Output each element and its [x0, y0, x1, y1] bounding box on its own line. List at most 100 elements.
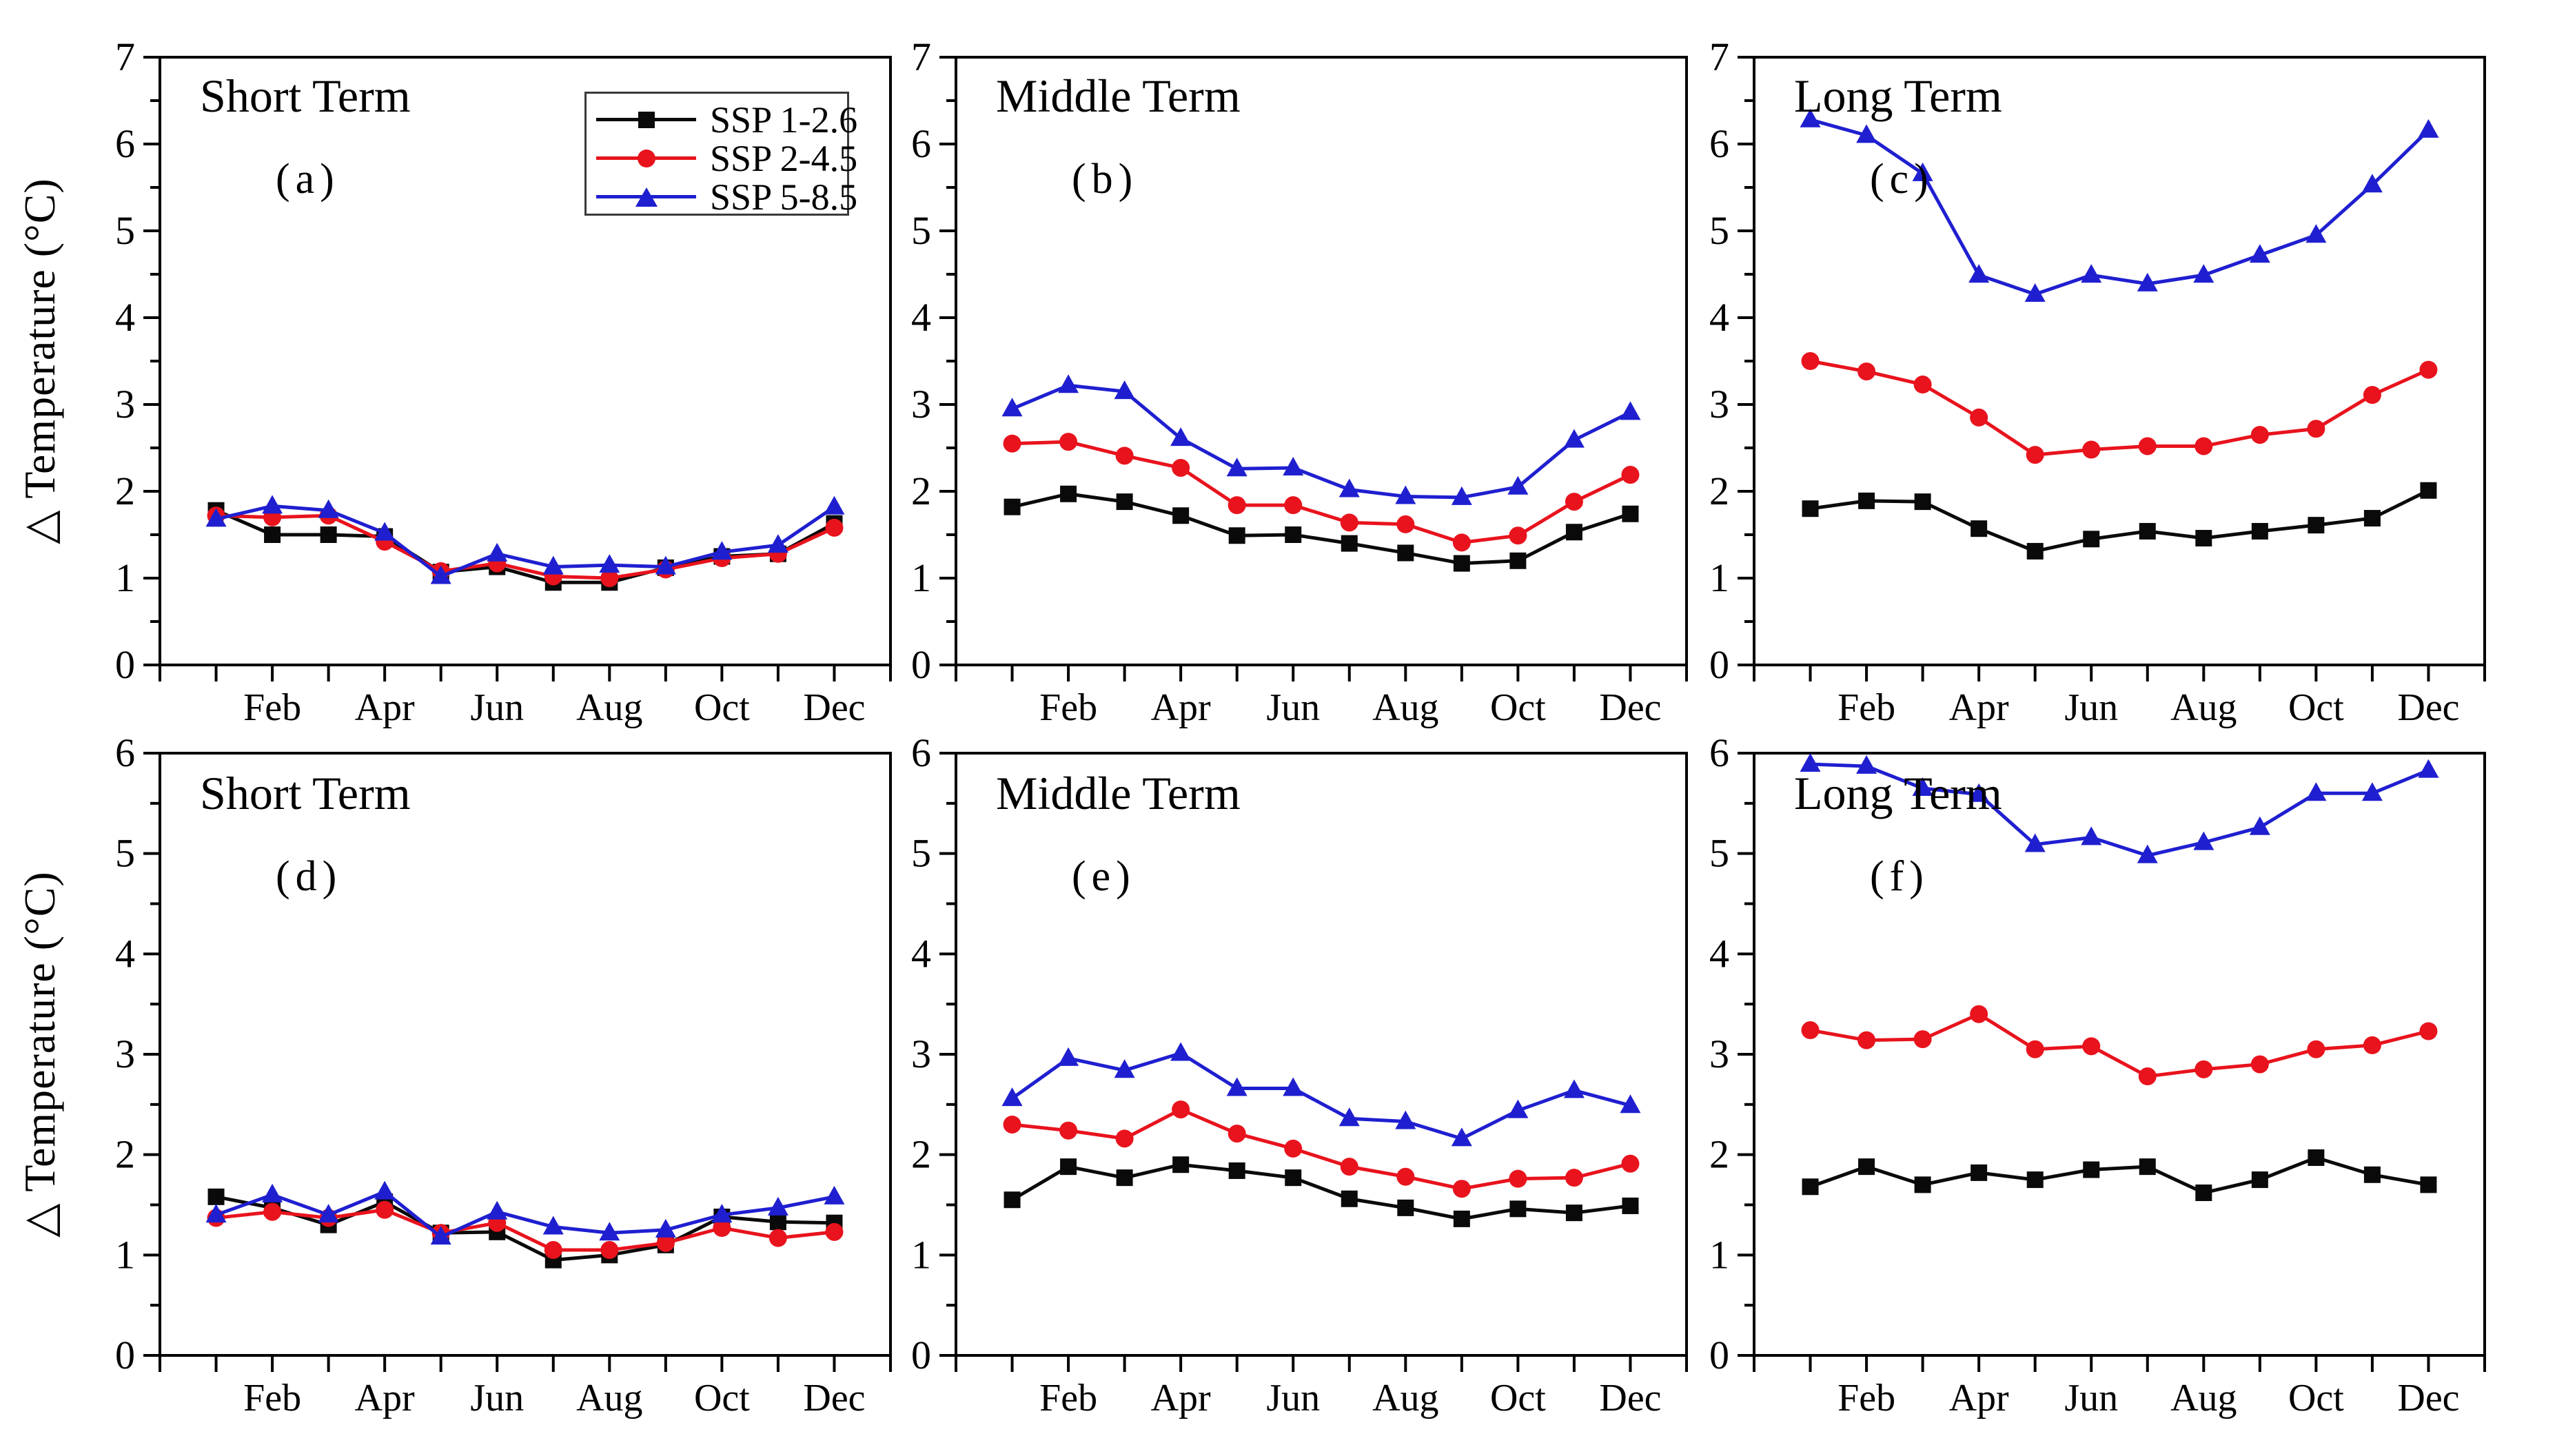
- svg-text:1: 1: [115, 1232, 135, 1277]
- svg-text:Apr: Apr: [1151, 686, 1211, 729]
- panel-e-letter: (e): [1072, 853, 1136, 900]
- svg-text:Feb: Feb: [1039, 1377, 1097, 1419]
- panel-f: 0 1 2 3 4 5 6 Feb Apr Jun Aug Oct Dec: [1709, 730, 2486, 1419]
- svg-text:Dec: Dec: [803, 686, 865, 729]
- panel-a-title: Short Term: [200, 70, 411, 122]
- svg-text:0: 0: [911, 1333, 931, 1377]
- svg-text:Oct: Oct: [694, 1377, 750, 1419]
- svg-text:3: 3: [115, 382, 135, 427]
- legend-label: SSP 2-4.5: [710, 138, 858, 179]
- svg-text:Oct: Oct: [2288, 686, 2344, 729]
- svg-text:Oct: Oct: [1490, 686, 1546, 729]
- svg-text:Aug: Aug: [2170, 686, 2237, 729]
- svg-text:Feb: Feb: [243, 1377, 301, 1419]
- svg-text:Dec: Dec: [1599, 686, 1661, 729]
- svg-text:Dec: Dec: [2397, 1377, 2459, 1419]
- panel-d: 0 1 2 3 4 5 6 Feb Apr Jun Aug Oct Dec: [115, 730, 892, 1419]
- svg-text:3: 3: [1709, 382, 1729, 427]
- svg-text:Jun: Jun: [470, 686, 524, 729]
- svg-text:2: 2: [1709, 469, 1729, 513]
- svg-text:1: 1: [1709, 1232, 1729, 1277]
- svg-text:5: 5: [911, 831, 931, 876]
- panel-a-letter: (a): [276, 156, 340, 203]
- svg-text:4: 4: [911, 931, 931, 976]
- svg-text:1: 1: [911, 1232, 931, 1277]
- legend-entry-ssp126: SSP 1-2.6: [596, 99, 857, 141]
- svg-text:7: 7: [1709, 34, 1729, 79]
- svg-text:Jun: Jun: [1266, 1377, 1320, 1419]
- svg-text:0: 0: [115, 1333, 135, 1377]
- svg-text:Dec: Dec: [1599, 1377, 1661, 1419]
- svg-text:4: 4: [115, 931, 135, 976]
- svg-text:2: 2: [911, 469, 931, 513]
- square-marker-icon: [638, 112, 655, 128]
- legend-sample-ssp245: [596, 145, 696, 172]
- svg-text:Apr: Apr: [1949, 1377, 2009, 1419]
- svg-text:Oct: Oct: [2288, 1377, 2344, 1419]
- y-axis-label-bottom-row: △ Temperature (°C): [15, 871, 64, 1238]
- svg-text:4: 4: [1709, 295, 1729, 340]
- circle-marker-icon: [637, 150, 655, 167]
- svg-text:4: 4: [911, 295, 931, 340]
- svg-text:4: 4: [115, 295, 135, 340]
- svg-text:Jun: Jun: [2064, 686, 2118, 729]
- svg-text:6: 6: [911, 121, 931, 166]
- svg-text:6: 6: [1709, 121, 1729, 166]
- svg-text:2: 2: [911, 1132, 931, 1177]
- svg-text:Feb: Feb: [1039, 686, 1097, 729]
- legend-entry-ssp245: SSP 2-4.5: [596, 138, 857, 179]
- panel-e-title: Middle Term: [996, 767, 1241, 819]
- svg-text:2: 2: [115, 469, 135, 513]
- legend-label: SSP 5-8.5: [710, 176, 858, 218]
- panel-b: 0 1 2 3 4 5 6 7 Feb Apr Jun Aug Oct Dec: [911, 34, 1688, 729]
- svg-text:Jun: Jun: [2064, 1377, 2118, 1419]
- panel-f-title: Long Term: [1794, 767, 2002, 819]
- svg-text:6: 6: [911, 730, 931, 775]
- panel-e: 0 1 2 3 4 5 6 Feb Apr Jun Aug Oct Dec: [911, 730, 1688, 1419]
- svg-text:Aug: Aug: [576, 1377, 642, 1419]
- svg-text:5: 5: [911, 208, 931, 253]
- svg-text:1: 1: [1709, 555, 1729, 600]
- svg-text:Apr: Apr: [1949, 686, 2009, 729]
- svg-text:0: 0: [1709, 1333, 1729, 1377]
- svg-text:Apr: Apr: [355, 1377, 415, 1419]
- svg-text:Jun: Jun: [470, 1377, 524, 1419]
- svg-text:Feb: Feb: [1837, 686, 1895, 729]
- panel-d-title: Short Term: [200, 767, 411, 819]
- svg-text:7: 7: [115, 34, 135, 79]
- svg-text:Apr: Apr: [355, 686, 415, 729]
- svg-text:5: 5: [1709, 831, 1729, 876]
- svg-text:Oct: Oct: [694, 686, 750, 729]
- svg-text:2: 2: [1709, 1132, 1729, 1177]
- svg-text:5: 5: [115, 208, 135, 253]
- svg-text:6: 6: [1709, 730, 1729, 775]
- svg-text:0: 0: [1709, 642, 1729, 687]
- panel-c-title: Long Term: [1794, 70, 2002, 122]
- panel-c-letter: (c): [1870, 156, 1934, 203]
- svg-text:1: 1: [115, 555, 135, 600]
- legend: SSP 1-2.6 SSP 2-4.5 SSP 5-8.5: [584, 92, 857, 218]
- svg-text:7: 7: [911, 34, 931, 79]
- legend-sample-ssp585: [596, 183, 696, 211]
- panel-f-letter: (f): [1870, 853, 1929, 900]
- svg-text:3: 3: [115, 1032, 135, 1076]
- svg-text:Aug: Aug: [2170, 1377, 2237, 1419]
- svg-text:Aug: Aug: [1372, 1377, 1438, 1419]
- svg-text:6: 6: [115, 121, 135, 166]
- svg-text:5: 5: [1709, 208, 1729, 253]
- svg-text:0: 0: [911, 642, 931, 687]
- panel-d-letter: (d): [276, 853, 343, 900]
- svg-text:Dec: Dec: [2397, 686, 2459, 729]
- legend-entry-ssp585: SSP 5-8.5: [596, 176, 857, 218]
- svg-text:Feb: Feb: [243, 686, 301, 729]
- svg-text:3: 3: [1709, 1032, 1729, 1076]
- svg-text:6: 6: [115, 730, 135, 775]
- legend-label: SSP 1-2.6: [710, 99, 858, 141]
- svg-text:Apr: Apr: [1151, 1377, 1211, 1419]
- svg-text:Oct: Oct: [1490, 1377, 1546, 1419]
- svg-text:Feb: Feb: [1837, 1377, 1895, 1419]
- svg-text:Aug: Aug: [1372, 686, 1438, 729]
- y-axis-label-top-row: △ Temperature (°C): [15, 178, 64, 544]
